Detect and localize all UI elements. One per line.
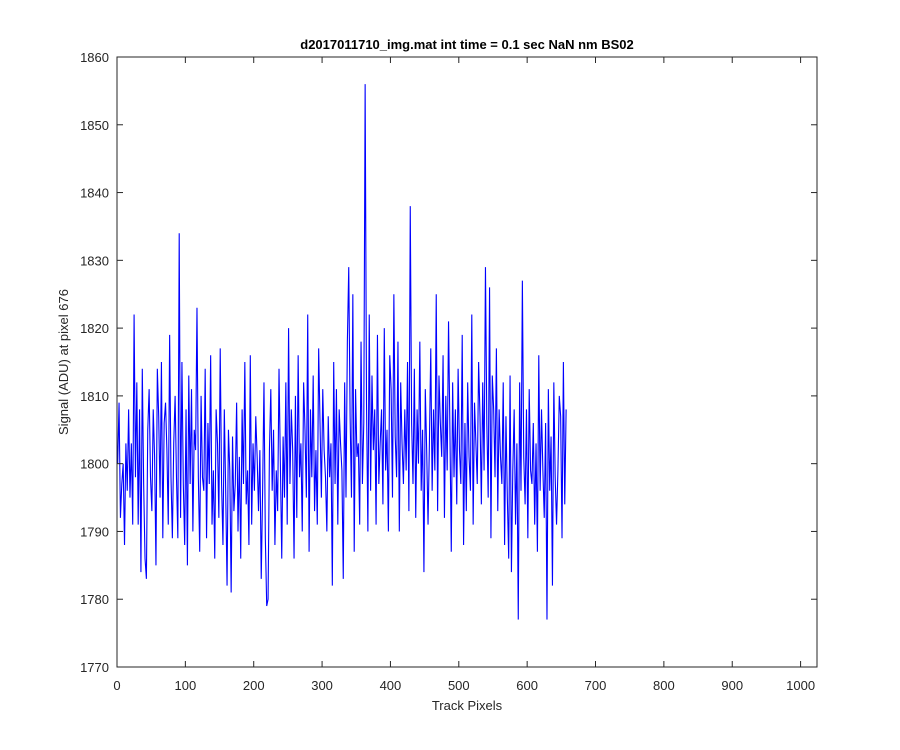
x-tick-label: 100 xyxy=(175,678,197,693)
plot-area xyxy=(117,57,817,667)
y-axis-label: Signal (ADU) at pixel 676 xyxy=(56,289,71,435)
x-tick-label: 300 xyxy=(311,678,333,693)
x-tick-label: 200 xyxy=(243,678,265,693)
axes-box xyxy=(116,56,818,668)
x-tick-label: 1000 xyxy=(786,678,815,693)
y-tick-label: 1860 xyxy=(80,50,109,65)
y-tick-label: 1850 xyxy=(80,118,109,133)
y-tick-label: 1830 xyxy=(80,253,109,268)
x-axis: 0 100 200 300 400 500 600 700 800 900 1000 xyxy=(113,57,815,693)
series-line xyxy=(117,84,567,620)
y-tick-label: 1780 xyxy=(80,592,109,607)
y-axis: 1770 1780 1790 1800 1810 1820 1830 1840 1850 1860 xyxy=(80,50,817,675)
y-tick-label: 1840 xyxy=(80,186,109,201)
series-layer xyxy=(117,84,567,620)
y-tick-label: 1820 xyxy=(80,321,109,336)
x-tick-label: 500 xyxy=(448,678,470,693)
x-tick-label: 600 xyxy=(516,678,538,693)
x-tick-label: 400 xyxy=(380,678,402,693)
chart-title: d2017011710_img.mat int time = 0.1 sec N… xyxy=(300,37,633,52)
x-tick-label: 0 xyxy=(113,678,120,693)
x-axis-label: Track Pixels xyxy=(432,698,503,713)
y-tick-label: 1790 xyxy=(80,524,109,539)
y-tick-label: 1800 xyxy=(80,457,109,472)
x-tick-label: 700 xyxy=(585,678,607,693)
x-tick-label: 800 xyxy=(653,678,675,693)
x-tick-label: 900 xyxy=(721,678,743,693)
y-tick-label: 1770 xyxy=(80,660,109,675)
y-tick-label: 1810 xyxy=(80,389,109,404)
